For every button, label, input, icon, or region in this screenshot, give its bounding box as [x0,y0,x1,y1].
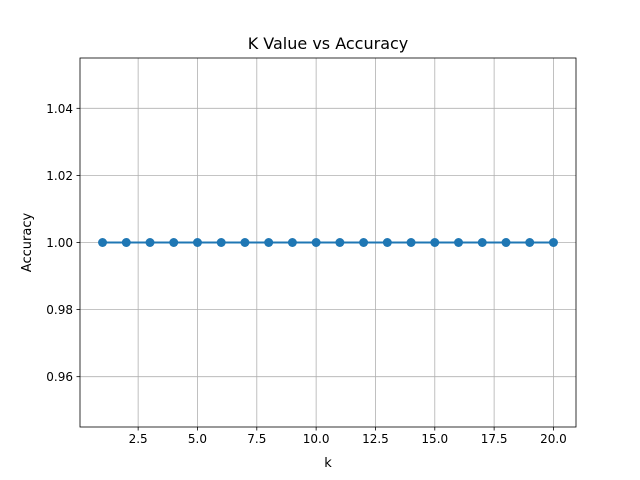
data-point [311,238,321,247]
data-point [192,238,202,247]
data-point [335,238,345,247]
y-tick-label: 0.98 [46,303,73,317]
y-tick-label: 1.00 [46,236,73,250]
data-point [98,238,108,247]
y-tick-label: 0.96 [46,370,73,384]
y-axis-label: Accuracy [20,213,35,273]
x-tick-label: 10.0 [303,432,330,446]
data-point [169,238,179,247]
data-point [382,238,392,247]
x-tick-label: 2.5 [129,432,148,446]
data-point [264,238,274,247]
x-tick-label: 5.0 [188,432,207,446]
data-point [525,238,535,247]
data-point [430,238,440,247]
x-tick-label: 15.0 [421,432,448,446]
data-point [406,238,416,247]
chart-title: K Value vs Accuracy [248,34,409,53]
x-tick-label: 12.5 [362,432,389,446]
data-point [501,238,511,247]
x-tick-label: 7.5 [247,432,266,446]
data-point [477,238,487,247]
x-tick-label: 17.5 [481,432,508,446]
series-layer [98,238,558,247]
x-axis-label: k [324,456,332,471]
data-point [216,238,226,247]
data-point [454,238,464,247]
y-tick-label: 1.02 [46,169,73,183]
data-point [240,238,250,247]
data-point [145,238,155,247]
data-point [287,238,297,247]
x-tick-label: 20.0 [540,432,567,446]
data-point [548,238,558,247]
y-tick-label: 1.04 [46,102,73,116]
x-axis-ticks: 2.5 5.0 7.5 10.0 12.5 15.0 17.5 20.0 [129,427,567,446]
y-axis-ticks: 0.96 0.98 1.00 1.02 1.04 [46,102,80,384]
data-point [359,238,369,247]
data-point [121,238,131,247]
